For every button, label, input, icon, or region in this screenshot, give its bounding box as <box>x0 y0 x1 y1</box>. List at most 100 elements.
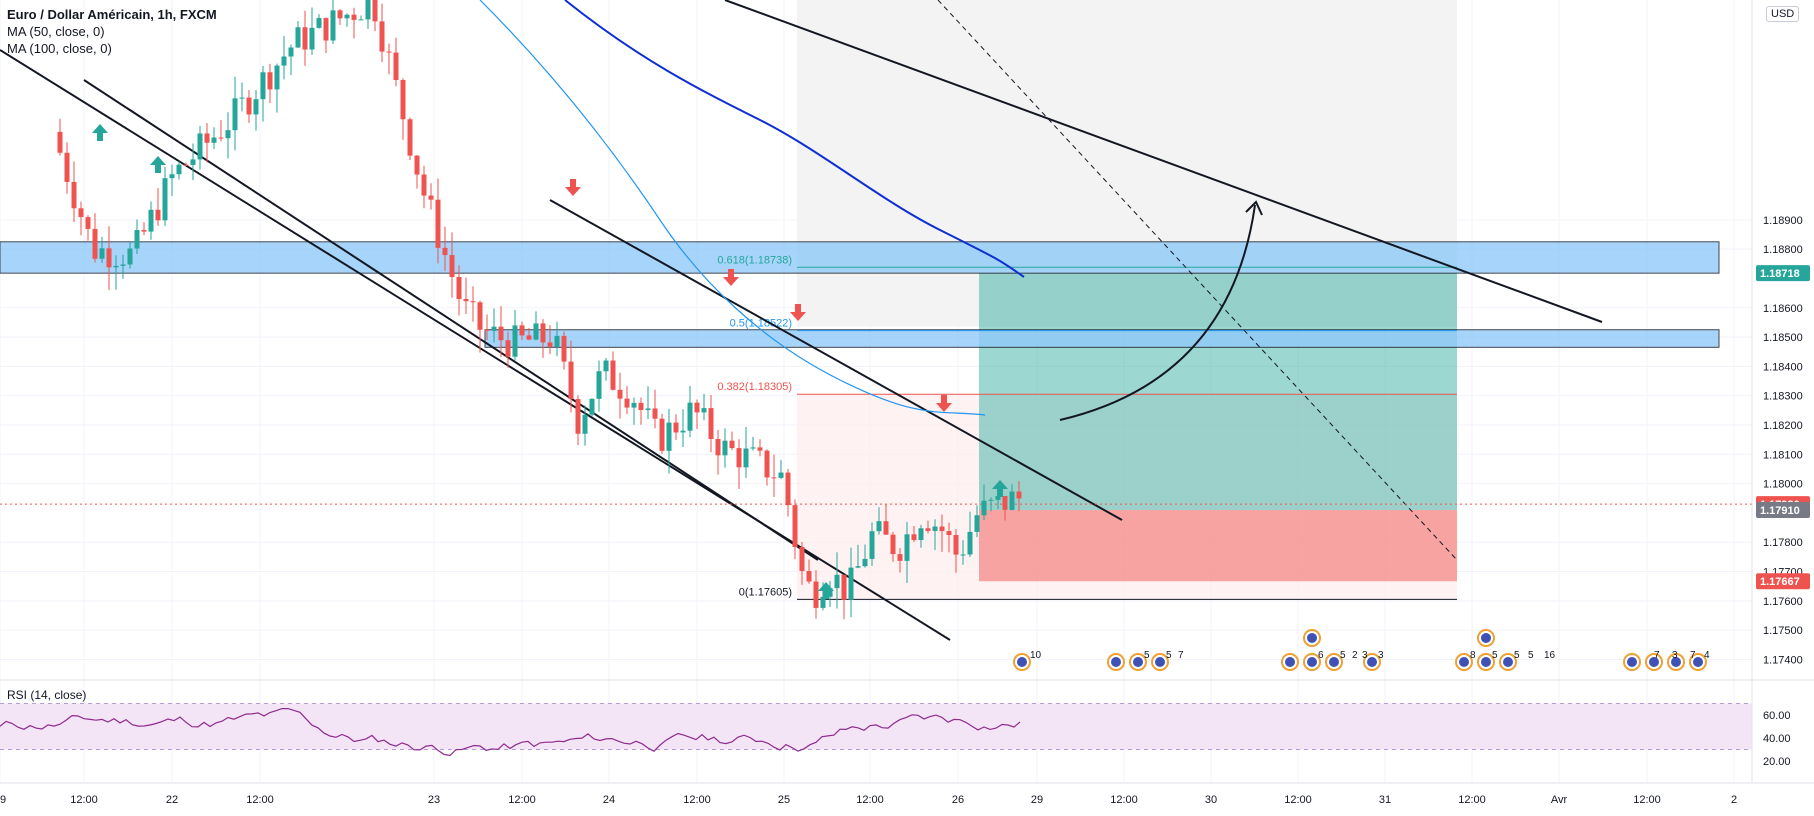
price-tag-label: 1.17910 <box>1760 505 1800 517</box>
candle-down <box>1002 496 1008 510</box>
candle-down <box>946 531 952 536</box>
time-axis-label: 12:00 <box>1458 794 1486 806</box>
price-axis-label: 1.18600 <box>1763 303 1803 315</box>
candle-down <box>806 571 812 582</box>
candle-up <box>512 325 518 357</box>
candle-up <box>309 27 315 50</box>
candle-down <box>1016 491 1022 499</box>
candle-down <box>456 276 462 300</box>
candle-down <box>568 361 574 400</box>
candle-down <box>57 131 63 153</box>
candle-up <box>827 588 833 597</box>
candle-up <box>120 264 126 266</box>
candle-up <box>99 248 105 259</box>
economic-event-count: 3 <box>1672 650 1678 661</box>
trend-line <box>549 199 1123 521</box>
candle-up <box>113 265 119 268</box>
candle-down <box>540 323 546 343</box>
candle-down <box>379 21 385 52</box>
candle-down <box>435 199 441 248</box>
candle-up <box>1009 491 1015 510</box>
candle-down <box>218 137 224 139</box>
candle-down <box>71 181 77 209</box>
economic-event-flag-icon <box>1459 657 1469 667</box>
candle-up <box>750 447 756 449</box>
candle-down <box>78 208 84 218</box>
price-axis-label: 1.18900 <box>1763 215 1803 227</box>
candle-up <box>211 137 217 143</box>
fib-level-label: 0.5(1.18522) <box>730 318 792 330</box>
buy-arrow-marker <box>150 156 166 173</box>
candle-up <box>239 97 245 99</box>
candle-down <box>771 477 777 479</box>
sell-arrow-marker <box>790 304 806 321</box>
economic-event-flag-icon <box>1133 657 1143 667</box>
rsi-line <box>0 707 1021 757</box>
candle-up <box>589 398 595 415</box>
price-axis-label: 1.18200 <box>1763 420 1803 432</box>
economic-event-count: 5 <box>1514 650 1520 661</box>
candle-down <box>302 27 308 50</box>
candle-down <box>883 521 889 535</box>
candle-up <box>491 326 497 331</box>
sell-arrow-marker <box>936 395 952 412</box>
candlesticks <box>57 0 1022 620</box>
candle-up <box>722 440 728 456</box>
candle-down <box>183 164 189 166</box>
ma50-legend[interactable]: MA (50, close, 0) <box>7 24 105 39</box>
price-axis-label: 1.18300 <box>1763 391 1803 403</box>
candle-down <box>638 402 644 411</box>
candle-down <box>617 389 623 399</box>
ma100-legend[interactable]: MA (100, close, 0) <box>7 41 112 56</box>
symbol-title[interactable]: Euro / Dollar Américain, 1h, FXCM <box>7 7 217 22</box>
candle-up <box>134 230 140 249</box>
candle-down <box>442 247 448 256</box>
stop-zone <box>979 510 1457 582</box>
resistance-zone <box>484 329 1720 348</box>
candle-down <box>610 360 616 390</box>
candle-down <box>715 438 721 456</box>
economic-event-count: 7 <box>1178 650 1184 661</box>
rsi-legend[interactable]: RSI (14, close) <box>7 688 87 702</box>
candle-up <box>666 422 672 451</box>
candle-up <box>701 408 707 413</box>
economic-event-count: 7 <box>1654 650 1660 661</box>
candle-down <box>267 72 273 90</box>
currency-badge[interactable]: USD <box>1766 6 1800 22</box>
time-axis-label: Avr <box>1551 794 1568 806</box>
price-axis-label: 1.18400 <box>1763 361 1803 373</box>
candle-down <box>708 408 714 439</box>
economic-event-count: 4 <box>1704 650 1710 661</box>
candle-down <box>939 526 945 532</box>
candle-up <box>260 72 266 100</box>
candle-down <box>449 255 455 277</box>
candle-up <box>190 159 196 165</box>
candle-up <box>295 27 301 48</box>
price-tag <box>1756 573 1810 590</box>
candle-down <box>694 402 700 413</box>
price-axis-label: 1.18800 <box>1763 244 1803 256</box>
economic-event-count: 5 <box>1166 650 1172 661</box>
chart-legend: Euro / Dollar Américain, 1h, FXCM MA (50… <box>7 6 217 57</box>
candle-up <box>820 596 826 608</box>
candle-up <box>358 19 364 21</box>
dashed-projection-line <box>937 0 1458 561</box>
candle-down <box>407 119 413 156</box>
candle-up <box>848 567 854 600</box>
candle-up <box>253 99 259 115</box>
candle-up <box>687 402 693 431</box>
time-axis-label: 19 <box>0 794 6 806</box>
candle-up <box>365 0 371 20</box>
time-axis-label: 12:00 <box>683 794 711 806</box>
candle-down <box>246 97 252 115</box>
price-axis-label: 1.17800 <box>1763 537 1803 549</box>
candle-up <box>645 408 651 411</box>
economic-event-flag-icon <box>1155 657 1165 667</box>
sell-arrow-marker <box>723 269 739 286</box>
candle-up <box>554 335 560 347</box>
rsi-axis-label: 20.00 <box>1763 756 1791 768</box>
fib-level-label: 0.618(1.18738) <box>717 254 792 266</box>
candle-down <box>813 581 819 608</box>
